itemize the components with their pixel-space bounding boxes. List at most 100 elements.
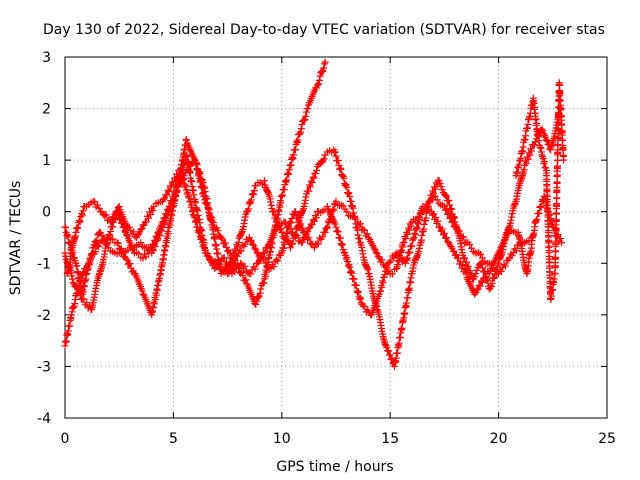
data-point-trace-b [252,301,260,309]
data-point-trace-e [513,168,521,176]
data-point-trace-c [337,165,345,173]
data-point-trace-e [539,155,547,163]
data-point-trace-c [461,254,469,262]
data-point-trace-b [282,177,290,185]
data-point-trace-d [340,248,348,256]
data-point-trace-c [264,189,272,197]
data-point-trace-c [506,219,514,227]
data-point-trace-d [204,252,212,260]
data-point-trace-c [451,214,459,222]
data-point-trace-c [409,264,417,272]
data-point-trace-d [197,235,205,243]
data-point-trace-d [298,238,306,246]
data-point-trace-c [331,148,339,156]
data-point-trace-a [318,233,326,241]
data-point-trace-d [361,302,369,310]
data-point-trace-a [292,208,300,216]
data-point-trace-d [462,270,470,278]
data-point-trace-b [253,297,261,305]
data-point-trace-c [310,174,318,182]
data-point-trace-b [123,256,131,264]
data-point-trace-c [159,217,167,225]
data-point-trace-d [535,209,543,217]
data-point-trace-c [507,216,515,224]
data-point-trace-c [543,137,551,145]
data-point-trace-d [411,231,419,239]
data-point-trace-c [306,183,314,191]
data-point-trace-c [531,138,539,146]
data-point-trace-c [193,160,201,168]
data-point-trace-c [240,220,248,228]
data-point-trace-d [413,225,421,233]
data-point-trace-c [508,213,516,221]
data-point-trace-c [445,196,453,204]
data-point-trace-c [490,274,498,282]
y-axis-title: SDTVAR / TECUs [8,181,24,296]
data-point-trace-c [278,228,286,236]
data-point-trace-c [464,262,472,270]
data-point-trace-c [241,216,249,224]
x-axis-title: GPS time / hours [276,459,393,475]
data-point-trace-c [490,274,498,282]
data-point-trace-d [189,206,197,214]
data-point-trace-a [325,219,333,227]
data-point-trace-a [508,252,516,260]
data-point-trace-d [130,228,138,236]
data-point-trace-a [469,248,477,256]
data-point-trace-c [445,201,453,209]
data-point-trace-b [217,234,225,241]
data-point-trace-a [370,244,378,252]
data-point-trace-d [413,223,421,231]
data-point-trace-b [294,136,302,144]
data-point-trace-c [343,183,351,191]
data-point-trace-d [333,227,341,235]
data-point-trace-c [437,182,445,190]
data-point-trace-d [76,218,84,226]
data-point-trace-a [283,230,291,238]
data-point-trace-c [522,159,530,167]
data-point-trace-d [459,262,467,270]
data-point-trace-b [285,166,293,174]
data-point-trace-b [163,234,171,242]
data-point-trace-a [253,248,261,256]
data-point-trace-b [95,243,103,251]
data-point-trace-d [192,217,200,225]
data-point-trace-a [363,230,371,238]
data-point-trace-d [220,254,228,262]
data-point-trace-b [213,224,221,232]
data-point-trace-c [107,228,115,236]
data-point-trace-c [80,295,88,303]
data-point-trace-d [165,187,173,195]
data-point-trace-b [76,278,84,286]
data-point-trace-b [304,105,312,113]
y-tick-label: -3 [37,359,51,375]
data-point-trace-d [348,269,356,277]
data-point-trace-c [320,155,328,163]
data-point-trace-c [491,270,499,278]
data-point-trace-b [164,230,172,238]
data-point-trace-d [556,235,564,243]
data-point-trace-d [297,239,305,247]
data-point-trace-b [87,254,95,262]
data-point-trace-c [334,157,342,165]
data-point-trace-d [237,259,245,267]
data-point-trace-c [289,239,297,247]
data-point-trace-a [374,253,382,261]
data-point-trace-c [196,170,204,178]
data-point-trace-d [381,271,389,279]
data-point-trace-c [171,190,179,198]
data-point-trace-d [185,194,193,202]
data-point-trace-c [363,264,371,272]
data-point-trace-c [283,236,291,244]
data-point-trace-a [330,206,338,214]
data-point-trace-d [181,183,189,191]
data-point-trace-b [239,271,247,279]
data-point-trace-a [404,230,412,238]
data-point-trace-a [337,201,345,209]
data-point-trace-d [354,288,362,296]
data-point-trace-c [68,275,76,283]
data-point-trace-c [166,202,174,210]
data-point-trace-b [182,136,190,144]
chart-title: Day 130 of 2022, Sidereal Day-to-day VTE… [43,22,605,38]
y-tick-label: -4 [37,411,51,427]
